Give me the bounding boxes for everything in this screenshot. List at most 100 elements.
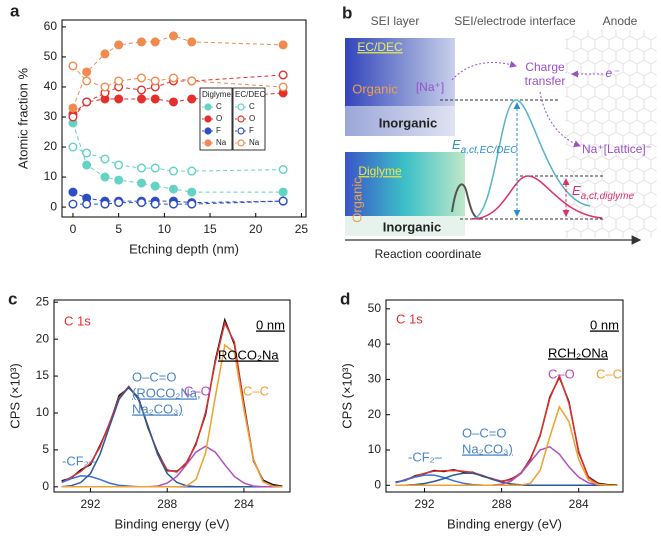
legend-label: C: [249, 102, 255, 111]
data-point: [100, 154, 110, 164]
data-point: [278, 82, 288, 92]
data-point: [100, 172, 110, 182]
data-point: [187, 199, 197, 209]
series-line: [72, 35, 284, 109]
axis-label: Reaction coordinate: [375, 247, 482, 261]
box-label: Organic: [352, 81, 398, 96]
component-label: Na₂CO₃): [462, 441, 513, 456]
legend-marker: [237, 139, 245, 147]
well-curve: [451, 183, 481, 220]
y-tick-label: 30: [368, 372, 382, 386]
x-tick-label: 288: [157, 497, 177, 511]
panel-label: b: [342, 3, 352, 22]
x-tick-label: 5: [115, 222, 122, 236]
panel-label: a: [10, 1, 20, 20]
barrier-symbol: E: [572, 183, 581, 198]
x-tick-label: 288: [492, 497, 512, 511]
plot-frame: [53, 299, 291, 493]
data-point: [137, 73, 147, 83]
box-label: Inorganic: [379, 115, 438, 130]
legend-marker: [237, 115, 245, 123]
series-line: [61, 385, 283, 488]
y-tick-label: 20: [368, 407, 382, 421]
y-tick-label: 10: [44, 169, 58, 183]
y-axis-label: Atomic fraction %: [15, 67, 30, 169]
sei-box: [345, 106, 455, 136]
y-tick-label: 50: [368, 301, 382, 315]
x-axis-label: Etching depth (nm): [129, 241, 239, 256]
component-label: C–O: [184, 383, 211, 398]
data-point: [168, 199, 178, 209]
y-tick-label: 20: [36, 331, 50, 345]
data-point: [168, 97, 178, 107]
data-point: [150, 76, 160, 86]
legend-marker: [237, 127, 245, 135]
legend-marker: [204, 127, 212, 135]
component-label: Na₂CO₃): [132, 401, 183, 416]
data-point: [137, 94, 147, 104]
legend-marker: [204, 139, 212, 147]
y-tick-label: 0: [42, 479, 49, 493]
data-point: [68, 199, 78, 209]
annotation: 0 nm: [590, 317, 619, 332]
x-tick-label: 15: [203, 222, 217, 236]
y-tick-label: 20: [44, 139, 58, 153]
legend-label: F: [249, 126, 254, 135]
data-point: [82, 76, 92, 86]
series-line: [395, 373, 618, 487]
y-axis-label: CPS (×10³): [7, 363, 22, 428]
component-label: C–C: [243, 383, 269, 398]
box-title: EC/DEC: [357, 40, 403, 54]
data-point: [278, 196, 288, 206]
barrier-subscript: a,ct,EC/DEC: [461, 145, 518, 156]
data-point: [187, 166, 197, 176]
component-label: (ROCO₂Na,: [132, 385, 201, 400]
data-point: [137, 37, 147, 47]
x-tick-label: 284: [234, 497, 254, 511]
barrier-label: Ea,ct,EC/DEC: [452, 137, 518, 155]
annotation: 0 nm: [256, 317, 285, 332]
data-point: [68, 61, 78, 71]
y-tick-label: 40: [368, 336, 382, 350]
annotation: RCH₂ONa: [548, 345, 609, 360]
data-point: [114, 198, 124, 208]
component-label: O–C=O: [132, 369, 176, 384]
x-tick-label: 292: [80, 497, 100, 511]
x-tick-label: 292: [415, 497, 435, 511]
barrier-symbol: E: [452, 137, 461, 152]
y-tick-label: 0: [50, 199, 57, 213]
energy-curve: [471, 99, 591, 220]
series-line: [73, 200, 284, 205]
legend-label: C: [216, 102, 222, 111]
data-point: [137, 198, 147, 208]
data-point: [278, 165, 288, 175]
legend-marker: [237, 103, 245, 111]
region-label: SEI layer: [371, 14, 420, 28]
energy-curve: [471, 175, 603, 220]
legend-title: Diglyme: [202, 90, 231, 99]
region-label: SEI/electrode interface: [454, 14, 576, 28]
data-point: [150, 181, 160, 191]
component-label: O–C=O: [462, 425, 506, 440]
y-tick-label: 0: [374, 477, 381, 491]
legend-label: O: [249, 114, 255, 123]
annotation: ROCO₂Na: [218, 347, 279, 362]
legend-title: EC/DEC: [235, 90, 265, 99]
legend-label: Na: [249, 138, 260, 147]
x-axis-label: Binding energy (eV): [447, 516, 562, 531]
sei-box: [345, 152, 465, 218]
sei-box: [345, 38, 455, 108]
species-label: [Na⁺]: [416, 80, 444, 94]
data-point: [150, 199, 160, 209]
data-point: [114, 40, 124, 50]
x-tick-label: 0: [70, 222, 77, 236]
y-tick-label: 50: [44, 49, 58, 63]
data-point: [187, 76, 197, 86]
y-tick-label: 10: [368, 442, 382, 456]
transfer-arrow: [451, 60, 517, 81]
data-point: [82, 67, 92, 77]
box-label: Organic: [349, 177, 364, 223]
barrier-subscript: a,ct,diglyme: [581, 191, 635, 202]
component-label: -CF₂–: [408, 449, 443, 464]
